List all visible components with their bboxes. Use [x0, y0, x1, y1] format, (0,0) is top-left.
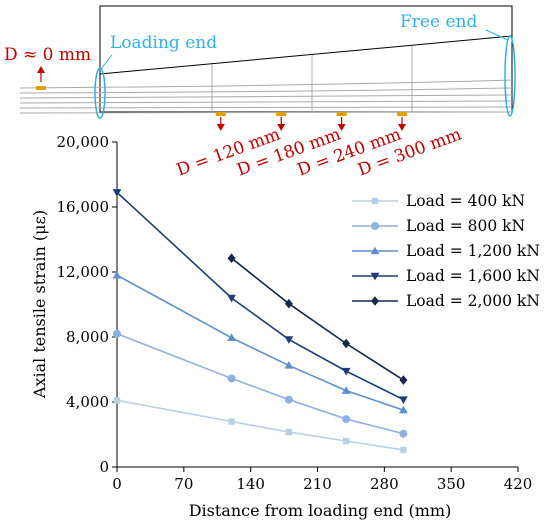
down-arrow-head — [216, 124, 225, 131]
legend-marker — [370, 272, 380, 281]
data-point — [342, 338, 351, 349]
legend-label: Load = 2,000 kN — [406, 292, 540, 310]
data-point — [399, 396, 408, 404]
data-point — [227, 294, 236, 303]
data-point — [342, 415, 351, 424]
gauge-marker — [36, 86, 46, 90]
y-axis-ticks: 0 4,000 8,000 12,000 16,000 20,000 — [57, 133, 117, 476]
data-point — [341, 386, 351, 394]
series-5 — [227, 253, 408, 385]
series-4 — [112, 189, 408, 404]
series-line — [231, 257, 404, 381]
series-3 — [112, 270, 408, 414]
down-arrow-head — [398, 124, 406, 131]
loading-end-pointer — [99, 54, 113, 71]
data-point — [284, 336, 294, 344]
series-line — [116, 333, 404, 435]
up-arrow-head — [37, 66, 45, 73]
loading-end-label: Loading end — [110, 33, 217, 53]
data-point — [112, 270, 122, 279]
data-point — [399, 375, 408, 385]
legend: Load = 400 kN Load = 800 kN Load = 1,200 k… — [352, 192, 540, 310]
data-point — [341, 367, 351, 376]
x-tick-label: 350 — [437, 475, 466, 493]
x-tick-label: 70 — [174, 475, 193, 493]
gauge-marker — [276, 112, 287, 116]
legend-marker — [371, 296, 379, 306]
data-point — [113, 329, 121, 338]
data-point — [284, 298, 293, 309]
data-point — [227, 253, 236, 263]
legend-label: Load = 1,600 kN — [406, 267, 540, 285]
x-tick-label: 0 — [112, 475, 122, 493]
data-point — [342, 437, 350, 445]
strain-chart: 0 4,000 8,000 12,000 16,000 20,000 0 70 140 210 2… — [30, 133, 540, 520]
free-end-pointer — [485, 29, 509, 41]
y-axis-title: Axial tensile strain (με) — [30, 210, 49, 399]
data-point — [284, 395, 293, 404]
x-tick-label: 420 — [504, 475, 533, 493]
y-tick-label: 4,000 — [66, 393, 109, 411]
data-point — [227, 374, 236, 383]
y-tick-label: 8,000 — [66, 328, 109, 346]
legend-marker — [370, 246, 380, 255]
legend-label: Load = 1,200 kN — [406, 242, 540, 260]
gauge-marker — [336, 112, 347, 116]
data-point — [399, 429, 408, 438]
series-1 — [113, 397, 407, 454]
legend-label: Load = 400 kN — [406, 192, 525, 210]
down-arrow-head — [337, 124, 346, 131]
data-point — [284, 361, 294, 369]
x-axis-ticks: 0 70 140 210 280 350 420 — [112, 467, 532, 493]
displacement-markers: D = 120 mmD = 180 mmD = 240 mmD = 300 mm — [174, 112, 464, 181]
data-point — [400, 446, 407, 454]
data-point — [228, 418, 235, 425]
data-point — [399, 405, 408, 414]
data-point — [113, 397, 121, 404]
legend-label: Load = 800 kN — [406, 217, 525, 235]
specimen-schematic: Loading end Free end D ≈ 0 mm D = 120 mm… — [4, 5, 516, 181]
gauge-marker — [397, 112, 407, 116]
data-point — [112, 189, 122, 197]
series-layer — [112, 189, 408, 454]
y-tick-label: 12,000 — [57, 263, 110, 281]
data-point — [285, 428, 293, 436]
x-tick-label: 210 — [303, 475, 332, 493]
loading-end-ellipse — [94, 67, 106, 119]
x-tick-label: 140 — [236, 475, 265, 493]
x-tick-label: 280 — [370, 475, 399, 493]
y-tick-label: 20,000 — [57, 133, 110, 151]
series-line — [116, 191, 404, 401]
loading-end-displacement: D ≈ 0 mm — [4, 45, 91, 65]
series-line — [116, 274, 404, 411]
series-line — [116, 399, 404, 451]
data-point — [227, 333, 236, 342]
y-tick-label: 0 — [99, 458, 109, 476]
free-end-ellipse — [504, 35, 516, 117]
legend-marker — [371, 222, 379, 230]
y-tick-label: 16,000 — [57, 198, 110, 216]
down-arrow-head — [277, 124, 286, 131]
free-end-label: Free end — [400, 12, 477, 32]
series-2 — [113, 329, 408, 438]
legend-marker — [371, 197, 379, 205]
x-axis-title: Distance from loading end (mm) — [189, 501, 452, 520]
gauge-marker — [215, 112, 226, 116]
